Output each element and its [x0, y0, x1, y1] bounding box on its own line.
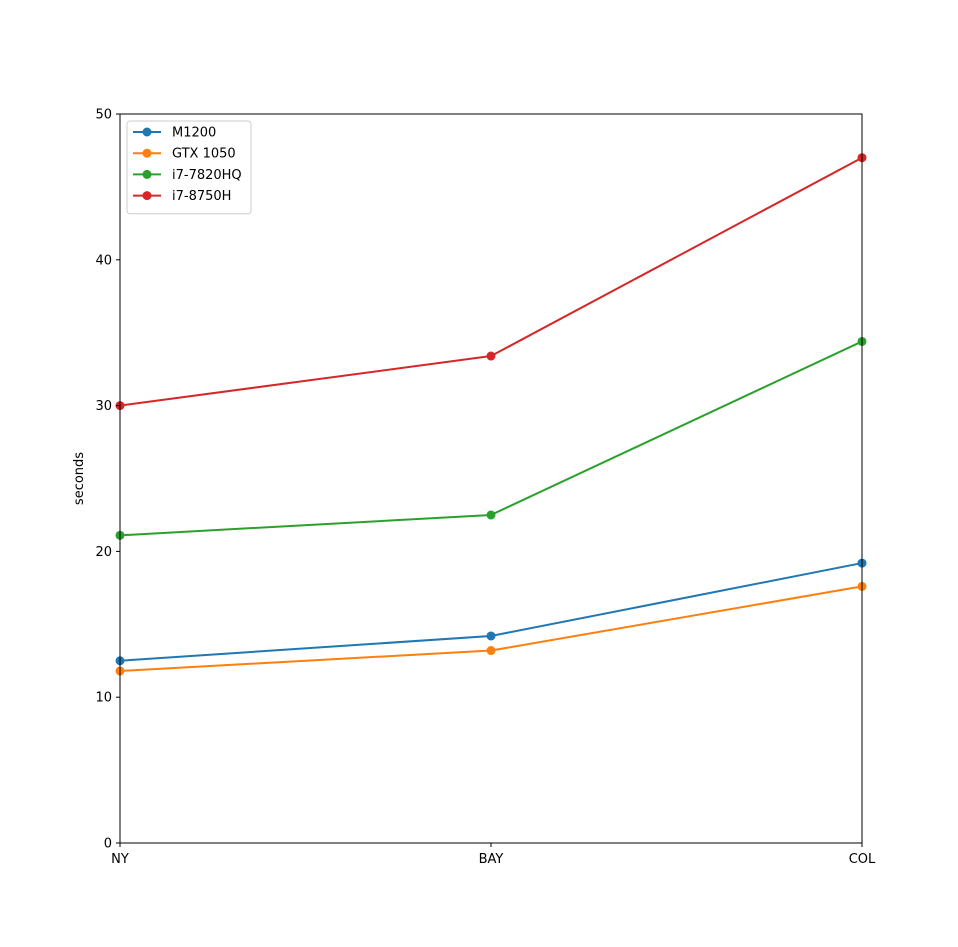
y-axis: 0 10 20 30 40 50 [95, 108, 120, 852]
legend-label: i7-8750H [172, 189, 231, 204]
x-tick-label: NY [111, 852, 129, 867]
legend-box [126, 120, 252, 215]
data-point [486, 351, 496, 361]
data-point [486, 510, 496, 520]
data-point [486, 646, 496, 656]
y-tick-label: 30 [95, 399, 112, 414]
legend-item: i7-8750H [133, 189, 231, 204]
series-layer [115, 153, 867, 676]
legend: M1200 GTX 1050 i7-7820HQ i7-8750H [126, 120, 252, 215]
x-tick-label: COL [849, 852, 876, 867]
x-tick-label: BAY [479, 852, 504, 867]
series-i7-7820hq [115, 336, 867, 540]
y-tick-label: 50 [95, 108, 112, 123]
series-line [119, 340, 863, 537]
legend-marker [142, 169, 152, 179]
legend-item: GTX 1050 [133, 147, 236, 162]
plot-area-frame [119, 113, 863, 844]
series-line [119, 585, 863, 672]
y-tick-label: 0 [104, 837, 112, 852]
y-tick-label: 10 [95, 691, 112, 706]
legend-marker [142, 148, 152, 158]
y-tick-label: 20 [95, 545, 112, 560]
legend-marker [142, 127, 152, 137]
y-tick-label: 40 [95, 253, 112, 268]
legend-item: M1200 [133, 126, 216, 141]
legend-label: i7-7820HQ [172, 168, 242, 183]
data-point [486, 631, 496, 641]
series-gtx-1050 [115, 581, 867, 676]
legend-item: i7-7820HQ [133, 168, 242, 183]
legend-label: GTX 1050 [172, 147, 236, 162]
x-axis: NY BAY COL [111, 843, 876, 867]
y-axis-label: seconds [72, 452, 87, 505]
legend-label: M1200 [172, 126, 216, 141]
legend-marker [142, 191, 152, 201]
